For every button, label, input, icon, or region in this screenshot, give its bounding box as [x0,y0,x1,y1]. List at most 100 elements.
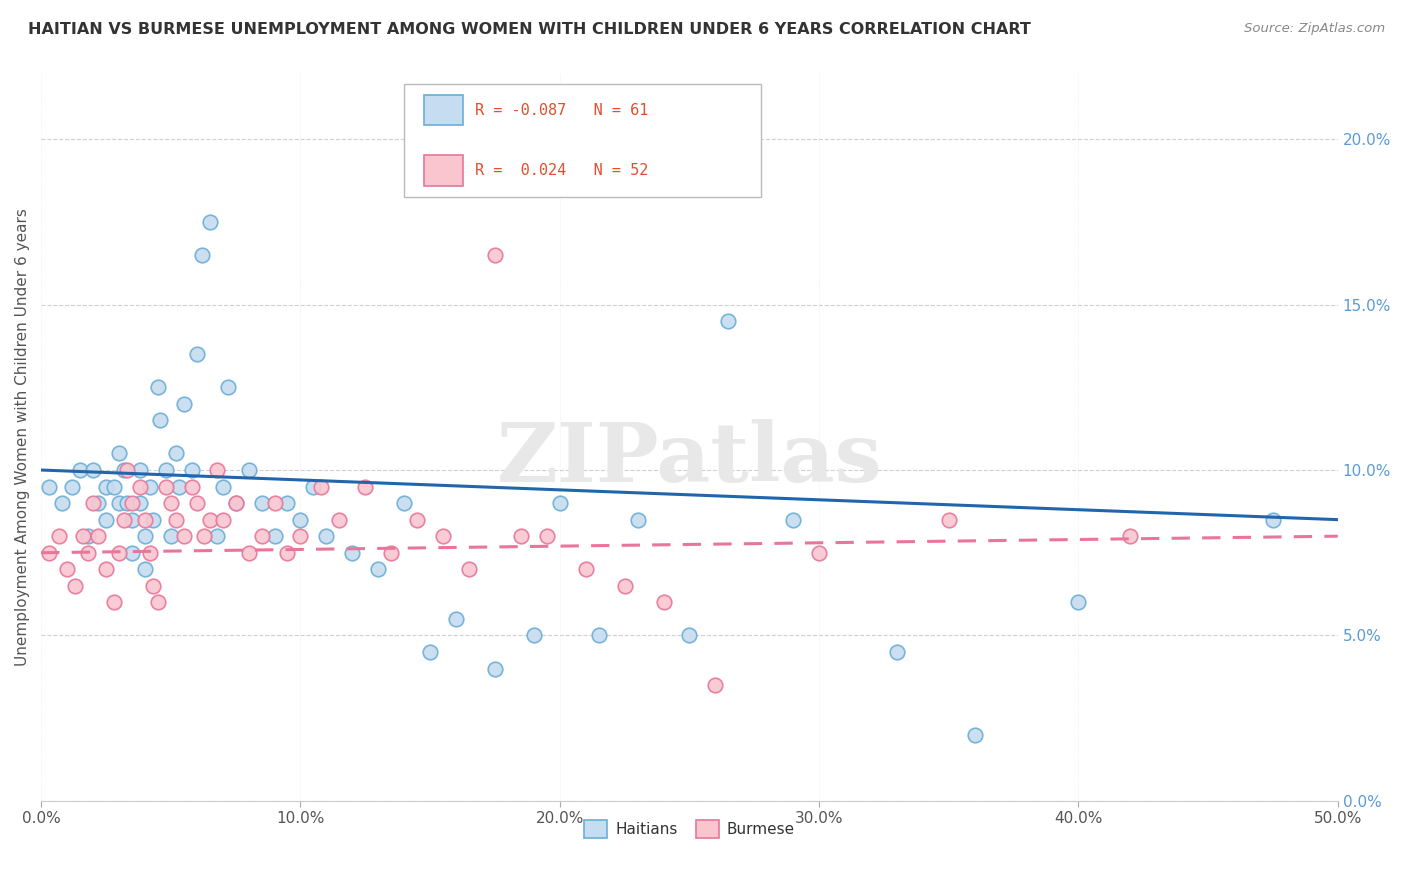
Point [380,546,402,560]
Point [94,513,117,527]
Point [458,562,481,576]
Point [509,529,531,543]
Text: ZIPatlas: ZIPatlas [496,418,882,499]
Point [367,562,389,576]
Point [575,562,598,576]
Point [211,513,233,527]
Point [207,463,229,477]
Point [87,496,110,510]
Point [263,496,285,510]
Point [354,479,377,493]
Point [186,496,208,510]
Point [613,579,636,593]
Point [419,645,441,659]
Point [938,513,960,527]
Point [128,496,150,510]
Point [173,529,195,543]
Point [444,612,467,626]
Point [392,496,415,510]
Point [146,595,169,609]
Point [115,496,138,510]
Point [652,595,675,609]
Point [276,496,298,510]
Point [290,529,312,543]
Point [808,546,831,560]
Point [103,595,125,609]
Point [678,628,700,642]
Point [142,579,165,593]
Point [115,463,138,477]
Point [963,728,986,742]
Point [309,479,332,493]
Point [146,380,169,394]
Point [165,446,187,460]
Legend: Haitians, Burmese: Haitians, Burmese [578,814,800,844]
Point [588,628,610,642]
Point [56,562,79,576]
Point [72,529,94,543]
Text: Source: ZipAtlas.com: Source: ZipAtlas.com [1244,22,1385,36]
Point [886,645,908,659]
Point [717,314,740,328]
Point [69,463,91,477]
Point [207,529,229,543]
Point [76,529,98,543]
Point [198,513,221,527]
Point [704,678,727,692]
Point [139,479,162,493]
Point [82,496,104,510]
Point [155,463,177,477]
Point [155,479,177,493]
Point [250,529,273,543]
Point [103,479,125,493]
Point [250,496,273,510]
Point [328,513,350,527]
FancyBboxPatch shape [423,95,463,126]
Point [263,529,285,543]
FancyBboxPatch shape [404,84,761,197]
Point [159,529,181,543]
Point [782,513,804,527]
Point [87,529,110,543]
Point [342,546,364,560]
Point [315,529,337,543]
Point [121,513,143,527]
Point [523,628,546,642]
Point [108,446,131,460]
Point [238,463,260,477]
Point [225,496,247,510]
Point [198,215,221,229]
Point [112,513,135,527]
Point [180,479,202,493]
Point [536,529,558,543]
Point [159,496,181,510]
Point [1067,595,1090,609]
Point [94,562,117,576]
Point [149,413,172,427]
Point [94,479,117,493]
Point [484,248,506,262]
Point [38,479,60,493]
Point [548,496,571,510]
Point [121,546,143,560]
Point [1261,513,1284,527]
Point [121,496,143,510]
Point [112,463,135,477]
Point [290,513,312,527]
Text: R =  0.024   N = 52: R = 0.024 N = 52 [475,163,648,178]
Point [165,513,187,527]
Y-axis label: Unemployment Among Women with Children Under 6 years: Unemployment Among Women with Children U… [15,208,30,665]
Point [180,463,202,477]
Point [38,546,60,560]
Point [191,248,214,262]
Point [134,513,156,527]
Point [217,380,239,394]
Text: HAITIAN VS BURMESE UNEMPLOYMENT AMONG WOMEN WITH CHILDREN UNDER 6 YEARS CORRELAT: HAITIAN VS BURMESE UNEMPLOYMENT AMONG WO… [28,22,1031,37]
Point [1119,529,1142,543]
Point [406,513,429,527]
Point [60,479,83,493]
Point [51,496,73,510]
Point [63,579,86,593]
Point [82,463,104,477]
Text: R = -0.087   N = 61: R = -0.087 N = 61 [475,103,648,118]
